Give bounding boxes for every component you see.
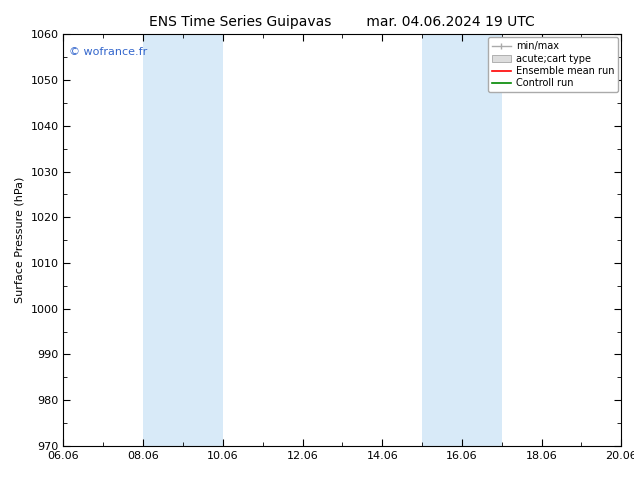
Legend: min/max, acute;cart type, Ensemble mean run, Controll run: min/max, acute;cart type, Ensemble mean … bbox=[488, 37, 618, 92]
Title: ENS Time Series Guipavas        mar. 04.06.2024 19 UTC: ENS Time Series Guipavas mar. 04.06.2024… bbox=[150, 15, 535, 29]
Bar bbox=[143, 34, 223, 446]
Text: © wofrance.fr: © wofrance.fr bbox=[69, 47, 147, 57]
Y-axis label: Surface Pressure (hPa): Surface Pressure (hPa) bbox=[15, 177, 25, 303]
Bar bbox=[422, 34, 501, 446]
